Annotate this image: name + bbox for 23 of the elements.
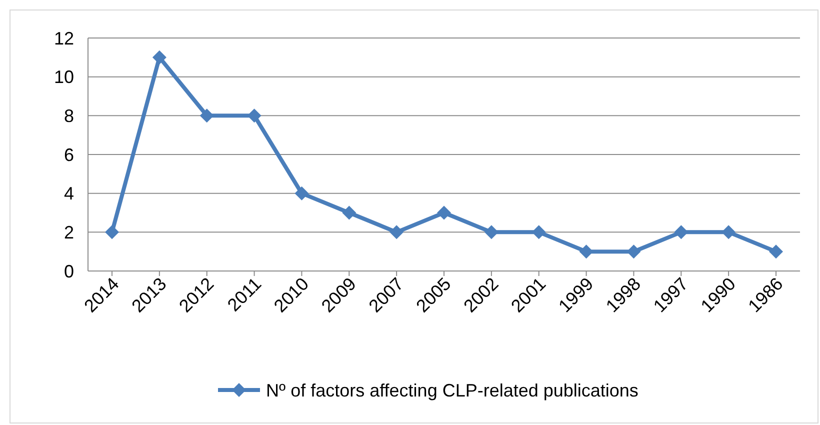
point (722, 225, 736, 240)
point (342, 206, 356, 220)
y-tick-label: 0 (64, 261, 74, 282)
point (152, 50, 166, 64)
point (105, 225, 119, 240)
y-tick-label: 12 (54, 28, 74, 48)
point (769, 244, 783, 259)
point (579, 244, 594, 259)
point (294, 186, 309, 200)
point (484, 225, 498, 240)
point (200, 108, 214, 123)
point (437, 206, 451, 220)
y-tick-label: 6 (64, 144, 74, 165)
point (532, 225, 546, 240)
y-tick-label: 10 (54, 67, 74, 88)
point (674, 225, 688, 240)
legend-label: Nº of factors affecting CLP-related publications (266, 380, 638, 400)
y-tick-label: 4 (64, 184, 74, 204)
y-tick-label: 8 (64, 106, 74, 126)
point (247, 108, 262, 123)
point (390, 225, 404, 240)
y-tick-label: 2 (64, 222, 74, 242)
point (626, 244, 641, 259)
